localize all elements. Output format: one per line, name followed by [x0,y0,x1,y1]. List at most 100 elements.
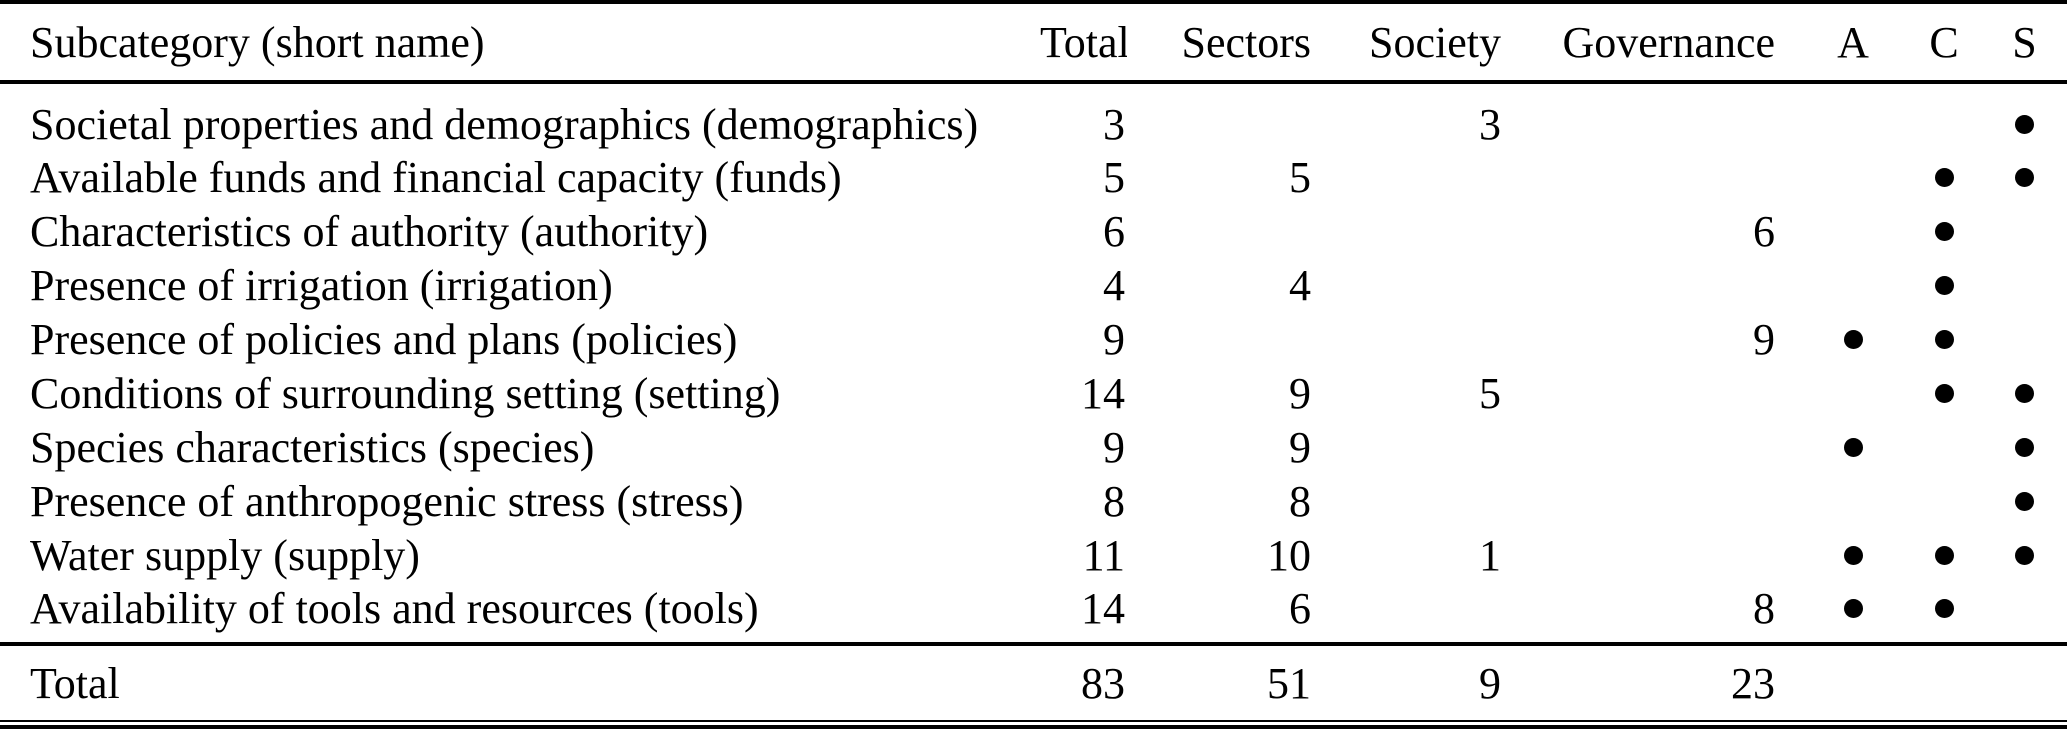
membership-dot-icon [1934,221,1954,241]
membership-dot-icon [2015,383,2034,403]
cell-sectors [1127,82,1313,150]
cell-subcategory: Water supply (supply) [30,530,420,580]
column-header-a: A [1800,2,1906,84]
bottom-rule [0,725,2067,729]
cell-a [1800,420,1906,474]
cell-society [1313,582,1503,646]
column-header-society: Society [1313,2,1503,84]
membership-dot-icon [2015,545,2034,565]
membership-dot-icon [1843,329,1863,349]
cell-subcategory: Availability of tools and resources (too… [0,582,1040,646]
cell-a [1800,528,1906,582]
cell-sectors: 9 [1289,368,1311,418]
membership-dot-icon [1843,598,1863,618]
cell-sectors: 8 [1289,476,1311,526]
cell-a [1800,204,1906,258]
cell-s [1982,582,2067,646]
membership-dot-icon [2015,437,2034,457]
cell-total: 3 [1103,99,1125,149]
cell-c [1906,582,1982,646]
header-row: Subcategory (short name) Total Sectors S… [0,2,2067,84]
column-header-c: C [1906,2,1982,84]
membership-dot-icon [2015,167,2034,187]
cell-governance [1503,366,1800,420]
table-row: Presence of anthropogenic stress (stress… [0,474,2067,528]
membership-dot-icon [1934,383,1954,403]
cell-s [1982,204,2067,258]
cell-a [1800,474,1906,528]
membership-dot-icon [1843,437,1863,457]
cell-total: 11 [1082,530,1125,580]
total-row-a-empty [1800,644,1906,722]
cell-sectors: 4 [1289,260,1311,310]
cell-subcategory: Species characteristics (species) [30,422,595,472]
total-row-governance: 23 [1503,644,1800,722]
cell-a [1800,582,1906,646]
membership-dot-icon [2015,491,2034,511]
cell-governance: 6 [1753,206,1775,256]
cell-s [1982,312,2067,366]
cell-society [1313,312,1503,366]
membership-dot-icon [1934,598,1954,618]
cell-society [1313,474,1503,528]
cell-total: 14 [1081,368,1125,418]
column-header-s: S [1982,2,2067,84]
cell-society: 1 [1479,530,1501,580]
cell-society [1313,420,1503,474]
cell-governance: 8 [1503,582,1800,646]
cell-a [1800,150,1906,204]
membership-dot-icon [1934,329,1954,349]
table-row: Species characteristics (species) 9 9 [0,420,2067,474]
column-header-subcategory: Subcategory (short name) [0,2,1040,84]
table-header: Subcategory (short name) Total Sectors S… [0,2,2067,84]
cell-sectors: 5 [1289,152,1311,202]
cell-s [1982,150,2067,204]
cell-governance [1503,258,1800,312]
column-header-governance: Governance [1503,2,1800,84]
cell-subcategory: Presence of irrigation (irrigation) [30,260,613,310]
cell-subcategory: Presence of policies and plans (policies… [30,314,738,364]
cell-a [1800,258,1906,312]
cell-a [1800,312,1906,366]
membership-dot-icon [2015,114,2034,134]
membership-dot-icon [1934,167,1954,187]
cell-a [1800,82,1906,150]
cell-c [1906,258,1982,312]
cell-total: 9 [1103,422,1125,472]
cell-society [1313,150,1503,204]
table-body: Societal properties and demographics (de… [0,82,2067,646]
cell-sectors: 6 [1127,582,1313,646]
cell-s [1982,82,2067,150]
cell-governance [1503,82,1800,150]
cell-c [1906,204,1982,258]
cell-governance [1503,474,1800,528]
cell-total: 4 [1103,260,1125,310]
cell-total: 8 [1103,476,1125,526]
total-row-c-empty [1906,644,1982,722]
table-row: Available funds and financial capacity (… [0,150,2067,204]
cell-sectors: 9 [1289,422,1311,472]
cell-sectors [1127,204,1313,258]
cell-c [1906,150,1982,204]
total-row-s-empty [1982,644,2067,722]
cell-society [1313,258,1503,312]
cell-society: 3 [1479,99,1501,149]
cell-total: 5 [1103,152,1125,202]
cell-total: 9 [1103,314,1125,364]
cell-governance [1503,420,1800,474]
cell-c [1906,312,1982,366]
cell-c [1906,82,1982,150]
table-row: Characteristics of authority (authority)… [0,204,2067,258]
membership-dot-icon [1934,275,1954,295]
cell-a [1800,366,1906,420]
cell-subcategory: Presence of anthropogenic stress (stress… [30,476,744,526]
cell-total: 14 [1040,582,1127,646]
total-row-label: Total [0,644,1040,722]
cell-sectors [1127,312,1313,366]
cell-s [1982,420,2067,474]
column-header-sectors: Sectors [1127,2,1313,84]
membership-dot-icon [1843,545,1863,565]
cell-subcategory: Conditions of surrounding setting (setti… [30,368,781,418]
subcategory-table: Subcategory (short name) Total Sectors S… [0,0,2067,722]
